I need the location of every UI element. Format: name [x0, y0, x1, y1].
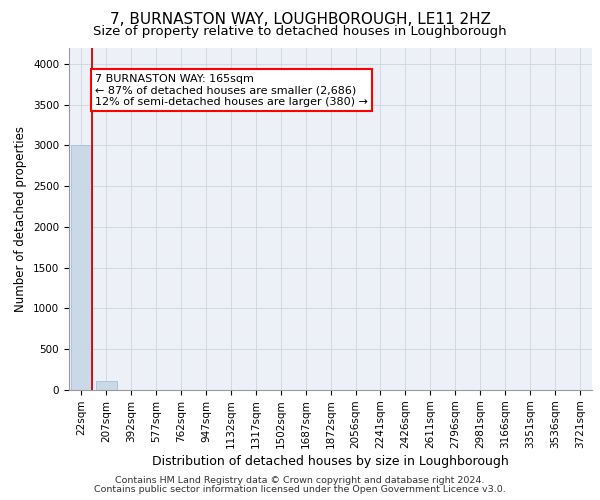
Bar [71, 145, 92, 390]
Text: 7 BURNASTON WAY: 165sqm
← 87% of detached houses are smaller (2,686)
12% of semi: 7 BURNASTON WAY: 165sqm ← 87% of detache… [95, 74, 368, 107]
Text: Size of property relative to detached houses in Loughborough: Size of property relative to detached ho… [93, 25, 507, 38]
Bar [96, 381, 117, 390]
Text: 7, BURNASTON WAY, LOUGHBOROUGH, LE11 2HZ: 7, BURNASTON WAY, LOUGHBOROUGH, LE11 2HZ [110, 12, 491, 28]
Text: Contains HM Land Registry data © Crown copyright and database right 2024.: Contains HM Land Registry data © Crown c… [115, 476, 485, 485]
X-axis label: Distribution of detached houses by size in Loughborough: Distribution of detached houses by size … [152, 456, 509, 468]
Y-axis label: Number of detached properties: Number of detached properties [14, 126, 28, 312]
Text: Contains public sector information licensed under the Open Government Licence v3: Contains public sector information licen… [94, 484, 506, 494]
